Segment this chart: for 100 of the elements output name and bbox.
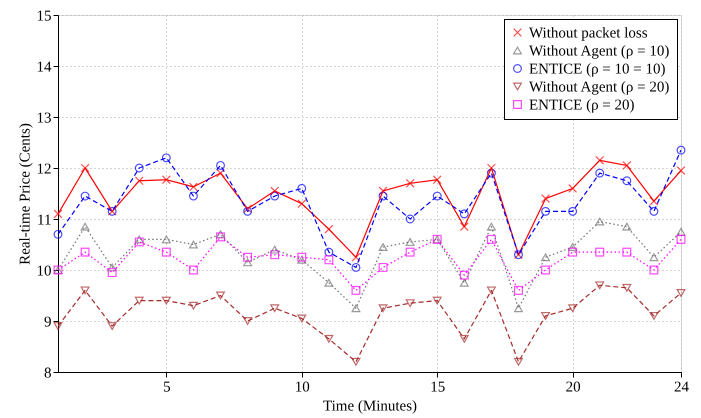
point [324,255,334,264]
point [188,302,198,310]
point [270,192,280,201]
point [351,262,360,272]
legend-label: Without packet loss [529,26,648,42]
point [134,296,144,305]
point [541,266,550,274]
point [216,168,225,178]
point [188,192,198,201]
point [622,176,632,186]
point [568,304,578,312]
point [460,222,469,232]
y-tick-label: 8 [44,366,52,382]
point [622,222,632,231]
point [486,286,496,294]
point [162,235,171,244]
point [324,224,334,234]
x-tick-label: 24 [674,380,690,396]
point [514,358,523,366]
point [270,250,280,260]
y-tick-label: 15 [36,8,52,24]
point [432,192,442,201]
point [541,194,550,204]
point [297,252,306,262]
x-tick-label: 5 [163,380,171,396]
point [243,252,252,262]
y-tick-label: 11 [37,212,52,228]
y-tick-label: 14 [36,60,52,76]
point [297,256,306,264]
point [486,234,496,244]
point [378,262,388,272]
point [595,156,604,165]
point [162,153,171,162]
point [134,237,144,246]
point [134,176,144,186]
point [568,243,578,252]
point [108,263,117,272]
point [351,304,360,312]
point [162,248,171,257]
point [406,178,415,188]
point [460,270,469,280]
point [270,186,280,196]
point [486,222,496,231]
y-tick-label: 9 [44,314,52,330]
point [243,317,252,325]
point [378,304,388,312]
point [406,214,415,224]
point [216,232,225,242]
point [243,258,252,266]
point [622,248,632,257]
point [162,296,171,305]
point [406,299,415,308]
legend-label: ENTICE (ρ = 10 = 10) [529,62,666,78]
point [270,246,280,254]
point [676,146,686,155]
point [676,234,686,244]
point [351,252,360,262]
point [568,248,578,257]
point [188,182,198,192]
point [649,312,658,320]
x-tick-label: 10 [294,380,310,396]
point [188,266,198,274]
point [595,218,604,226]
point [54,230,62,239]
point [80,164,90,172]
point [649,266,658,274]
point [324,278,334,287]
point [216,292,225,300]
y-axis-title: Real-time Price (Cents) [18,123,34,265]
point [324,248,334,257]
point [351,286,360,295]
point [649,206,658,216]
point [541,312,550,320]
point [676,228,686,236]
point [595,281,604,290]
x-tick-label: 15 [430,380,446,396]
point [297,199,306,208]
point [432,175,442,184]
point [80,286,90,294]
point [134,235,144,244]
point [460,278,469,287]
y-tick-label: 10 [36,264,52,280]
point [351,358,360,366]
point [676,166,686,176]
point [108,268,117,278]
point [514,304,523,312]
point [80,222,90,231]
point [568,206,578,216]
legend-label: ENTICE (ρ = 20) [529,98,635,114]
point [568,184,578,193]
point [541,253,550,262]
point [162,175,171,184]
y-tick-label: 12 [36,162,52,178]
point [649,253,658,262]
x-tick-label: 20 [566,380,581,396]
point [460,334,469,343]
legend-label: Without Agent (ρ = 10) [529,44,670,60]
point [486,168,496,178]
point [270,304,280,312]
point [54,322,62,330]
